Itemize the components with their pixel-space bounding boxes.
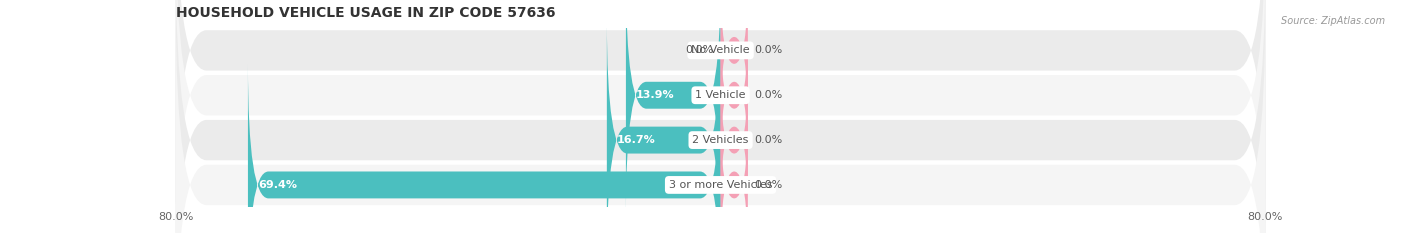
Text: HOUSEHOLD VEHICLE USAGE IN ZIP CODE 57636: HOUSEHOLD VEHICLE USAGE IN ZIP CODE 5763… bbox=[176, 6, 555, 20]
FancyBboxPatch shape bbox=[721, 0, 748, 127]
FancyBboxPatch shape bbox=[176, 0, 1265, 233]
FancyBboxPatch shape bbox=[721, 64, 748, 216]
FancyBboxPatch shape bbox=[626, 0, 721, 216]
Text: 1 Vehicle: 1 Vehicle bbox=[696, 90, 745, 100]
Text: No Vehicle: No Vehicle bbox=[692, 45, 749, 55]
Text: 0.0%: 0.0% bbox=[755, 90, 783, 100]
FancyBboxPatch shape bbox=[176, 0, 1265, 233]
Text: 16.7%: 16.7% bbox=[617, 135, 655, 145]
Text: Source: ZipAtlas.com: Source: ZipAtlas.com bbox=[1281, 16, 1385, 26]
Text: 69.4%: 69.4% bbox=[259, 180, 297, 190]
FancyBboxPatch shape bbox=[721, 19, 748, 171]
Text: 0.0%: 0.0% bbox=[686, 45, 714, 55]
Text: 3 or more Vehicles: 3 or more Vehicles bbox=[669, 180, 772, 190]
Text: 13.9%: 13.9% bbox=[636, 90, 675, 100]
Text: 0.0%: 0.0% bbox=[755, 135, 783, 145]
FancyBboxPatch shape bbox=[721, 109, 748, 233]
FancyBboxPatch shape bbox=[176, 3, 1265, 233]
Text: 0.0%: 0.0% bbox=[755, 180, 783, 190]
FancyBboxPatch shape bbox=[607, 19, 721, 233]
Text: 2 Vehicles: 2 Vehicles bbox=[692, 135, 749, 145]
FancyBboxPatch shape bbox=[247, 64, 721, 233]
Text: 0.0%: 0.0% bbox=[755, 45, 783, 55]
FancyBboxPatch shape bbox=[176, 0, 1265, 232]
